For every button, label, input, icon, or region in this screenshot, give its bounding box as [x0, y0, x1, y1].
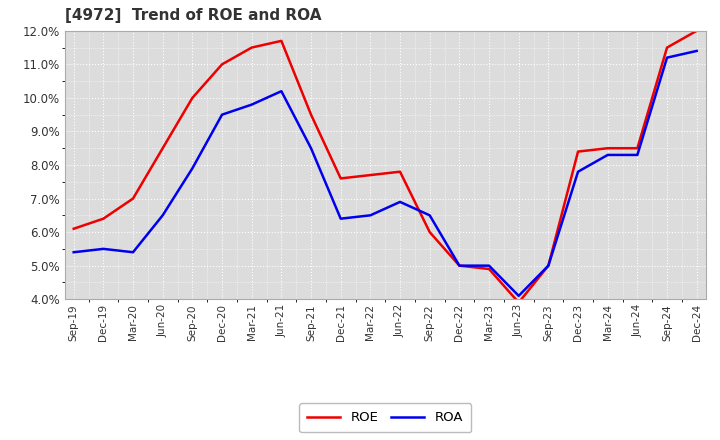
ROA: [693, 48, 701, 54]
ROA: [336, 216, 345, 221]
ROA: [248, 102, 256, 107]
ROE: [158, 146, 167, 151]
Text: [4972]  Trend of ROE and ROA: [4972] Trend of ROE and ROA: [65, 7, 321, 23]
ROA: [277, 88, 286, 94]
ROE: [455, 263, 464, 268]
ROA: [603, 152, 612, 158]
ROE: [248, 45, 256, 50]
ROA: [633, 152, 642, 158]
ROA: [217, 112, 226, 117]
ROA: [307, 146, 315, 151]
ROE: [544, 263, 553, 268]
ROE: [188, 95, 197, 101]
Line: ROA: ROA: [73, 51, 697, 296]
ROE: [217, 62, 226, 67]
ROE: [99, 216, 108, 221]
ROA: [426, 213, 434, 218]
ROA: [514, 293, 523, 298]
ROA: [158, 213, 167, 218]
ROA: [188, 166, 197, 171]
ROE: [603, 146, 612, 151]
ROA: [662, 55, 671, 60]
Line: ROE: ROE: [73, 31, 697, 303]
ROA: [69, 249, 78, 255]
ROA: [366, 213, 374, 218]
ROA: [544, 263, 553, 268]
ROE: [514, 300, 523, 305]
ROE: [396, 169, 405, 174]
ROA: [485, 263, 493, 268]
ROE: [426, 230, 434, 235]
ROE: [633, 146, 642, 151]
ROE: [662, 45, 671, 50]
ROA: [574, 169, 582, 174]
ROE: [69, 226, 78, 231]
ROE: [277, 38, 286, 44]
ROE: [366, 172, 374, 178]
ROA: [455, 263, 464, 268]
ROA: [99, 246, 108, 252]
ROE: [574, 149, 582, 154]
ROA: [396, 199, 405, 205]
ROE: [129, 196, 138, 201]
ROE: [336, 176, 345, 181]
ROE: [485, 266, 493, 271]
Legend: ROE, ROA: ROE, ROA: [299, 403, 472, 432]
ROE: [307, 112, 315, 117]
ROA: [129, 249, 138, 255]
ROE: [693, 28, 701, 33]
